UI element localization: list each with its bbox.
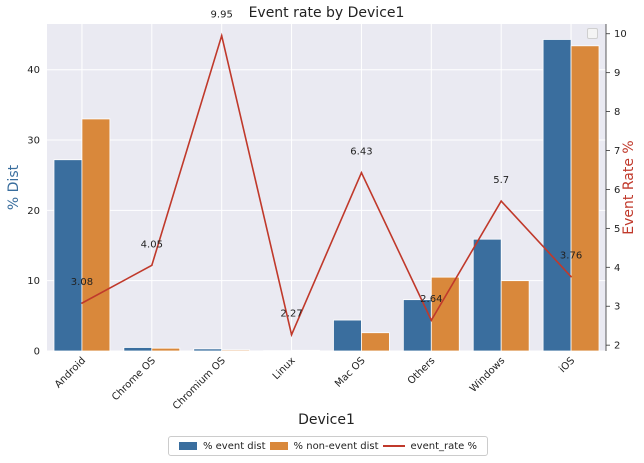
event-rate-point — [220, 34, 223, 37]
legend-swatch-non-event-dist — [269, 442, 288, 450]
y-tick-label: 10 — [27, 276, 40, 287]
empty-legend-box — [587, 28, 598, 39]
event-rate-point — [430, 319, 433, 322]
bar-non-event-dist — [81, 118, 111, 352]
x-tick-label: Linux — [271, 355, 298, 382]
y2-tick-label: 9 — [614, 68, 620, 79]
bar-event-dist — [193, 348, 223, 352]
event-rate-point — [81, 302, 83, 304]
y2-tick-label: 6 — [614, 185, 620, 196]
x-tick-label: Android — [53, 355, 88, 390]
legend-label-event-dist: % event dist — [202, 440, 266, 452]
event-rate-point — [151, 264, 153, 267]
bar-non-event-dist — [570, 45, 600, 352]
chart-title: Event rate by Device1 — [249, 5, 405, 21]
data-label: 2.64 — [420, 294, 442, 305]
y-axis-title: % Dist — [6, 164, 22, 210]
data-label: 6.43 — [350, 147, 372, 158]
y2-tick-label: 2 — [614, 341, 620, 352]
x-tick-label: Mac OS — [333, 355, 367, 389]
bar-event-dist — [333, 319, 362, 352]
y2-tick-label: 3 — [614, 302, 620, 313]
x-tick-label: Chromium OS — [171, 355, 228, 412]
y2-axis-title: Event Rate % — [621, 140, 637, 234]
y2-tick-label: 4 — [614, 263, 620, 274]
legend: % event dist % non-event dist event_rate… — [168, 436, 488, 456]
x-axis-title: Device1 — [298, 412, 355, 428]
event-rate-point — [290, 333, 293, 336]
data-label: 4.05 — [141, 239, 163, 250]
y2-tick-label: 5 — [614, 224, 620, 235]
bar-non-event-dist — [221, 349, 251, 352]
data-label: 2.27 — [280, 309, 302, 320]
legend-item-event-dist: % event dist — [178, 440, 266, 452]
event-rate-point — [500, 200, 502, 202]
data-label: 3.76 — [560, 251, 582, 262]
bar-event-dist — [123, 347, 153, 352]
y-tick-label: 0 — [34, 347, 40, 358]
bar-non-event-dist — [430, 276, 460, 352]
event-rate-point — [570, 275, 572, 278]
x-tick-label: Others — [406, 355, 438, 387]
data-label: 3.08 — [71, 277, 93, 288]
bar-event-dist — [402, 299, 432, 352]
event-rate-point — [360, 171, 363, 174]
x-tick-label: iOS — [557, 355, 577, 375]
legend-swatch-event-rate — [382, 445, 405, 447]
y2-tick-label: 8 — [614, 107, 620, 118]
x-tick-label: Chrome OS — [110, 355, 158, 403]
y2-tick-label: 7 — [614, 146, 620, 157]
y-tick-label: 20 — [27, 206, 40, 217]
y2-tick-label: 10 — [614, 29, 627, 40]
legend-item-non-event-dist: % non-event dist — [269, 440, 379, 452]
bar-non-event-dist — [361, 332, 390, 352]
data-label: 5.7 — [493, 175, 509, 186]
bar-non-event-dist — [291, 349, 320, 352]
legend-label-event-rate: event_rate % — [410, 440, 477, 452]
y-tick-label: 30 — [27, 136, 40, 147]
legend-item-event-rate: event_rate % — [382, 440, 477, 452]
event-rate-line — [81, 32, 572, 338]
y-tick-label: 40 — [27, 65, 40, 76]
bar-event-dist — [53, 159, 83, 352]
bar-event-dist — [472, 238, 502, 352]
legend-label-non-event-dist: % non-event dist — [293, 440, 379, 452]
bar-non-event-dist — [151, 347, 181, 352]
data-label: 9.95 — [211, 10, 233, 21]
bar-non-event-dist — [500, 280, 530, 352]
legend-swatch-event-dist — [178, 442, 197, 450]
bar-event-dist — [542, 39, 572, 352]
x-tick-label: Windows — [468, 355, 507, 394]
